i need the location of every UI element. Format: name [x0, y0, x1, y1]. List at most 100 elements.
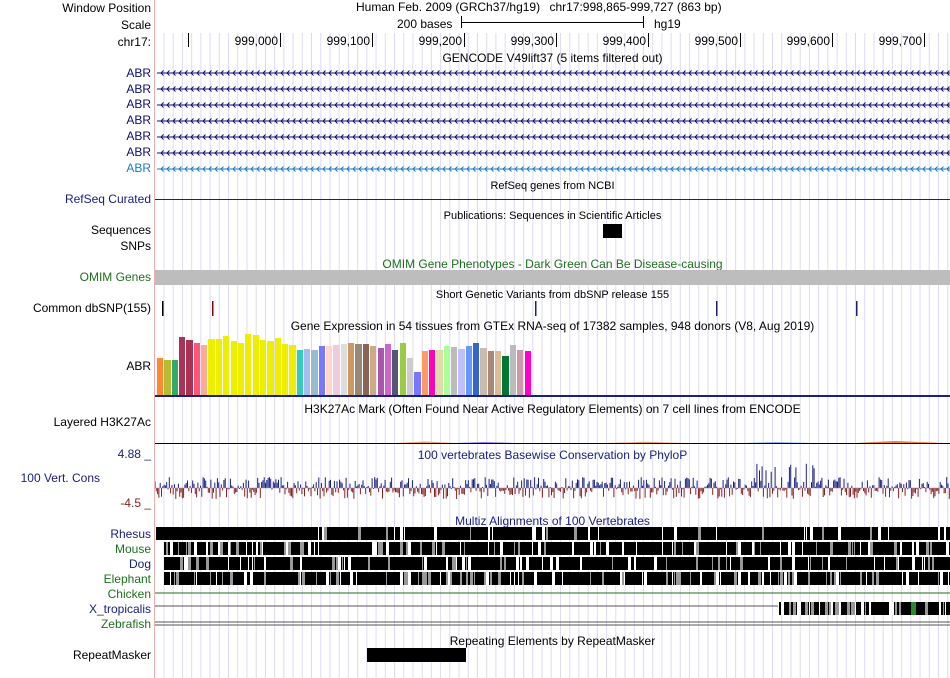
gtex-tissue-bar[interactable] — [377, 347, 384, 396]
gtex-tissue-bar[interactable] — [480, 347, 487, 396]
ruler-tick — [280, 33, 281, 47]
gencode-item-label[interactable]: ABR — [126, 82, 151, 96]
gtex-tissue-bar[interactable] — [201, 345, 208, 396]
gtex-tissue-bar[interactable] — [215, 338, 223, 396]
omim-gene-bar[interactable] — [155, 270, 950, 285]
phylop-ymin-label: -4.5 _ — [120, 496, 151, 510]
gtex-tissue-bar[interactable] — [237, 343, 245, 396]
gtex-tissue-bar[interactable] — [296, 349, 303, 396]
publications-sequences-label[interactable]: Sequences — [90, 223, 151, 237]
gtex-tissue-bar[interactable] — [164, 360, 171, 396]
gtex-tissue-bar[interactable] — [502, 355, 509, 396]
gencode-item-label[interactable]: ABR — [126, 129, 151, 143]
gtex-tissue-bar[interactable] — [186, 340, 193, 396]
gencode-item-label[interactable]: ABR — [126, 113, 151, 127]
gtex-tissue-bar[interactable] — [355, 343, 362, 396]
phylop-conservation-plot[interactable] — [155, 458, 950, 510]
gtex-tissue-bar[interactable] — [406, 357, 414, 396]
gencode-item-label[interactable]: ABR — [126, 97, 151, 111]
gencode-item-label[interactable]: ABR — [126, 66, 151, 80]
track-label-column: Window Position Scale chr17: ABR ABR ABR… — [0, 0, 155, 678]
h3k27ac-track-label[interactable]: Layered H3K27Ac — [53, 415, 151, 429]
gtex-tissue-bar[interactable] — [223, 336, 230, 396]
multiz-species-label[interactable]: Dog — [128, 557, 151, 571]
gtex-tissue-bar[interactable] — [326, 346, 333, 396]
phylop-track-label[interactable]: 100 Vert. Cons — [20, 471, 100, 485]
publication-sequence-match[interactable] — [603, 224, 622, 238]
gtex-tissue-bar[interactable] — [458, 348, 465, 396]
scale-bar-right-cap — [643, 16, 644, 28]
gtex-tissue-bar[interactable] — [318, 346, 325, 396]
gtex-tissue-bar[interactable] — [348, 342, 355, 396]
ruler-tick — [832, 33, 833, 47]
gtex-tissue-bar[interactable] — [451, 347, 458, 396]
multiz-species-label[interactable]: Zebrafish — [100, 617, 151, 631]
ruler-tick-label: 999,100 — [326, 34, 370, 48]
gtex-tissue-bar[interactable] — [384, 343, 392, 396]
dbsnp-variants[interactable] — [155, 300, 950, 316]
multiz-alignment-blocks[interactable] — [155, 526, 950, 630]
gtex-tissue-bar[interactable] — [370, 346, 377, 396]
gtex-tissue-bar[interactable] — [171, 360, 178, 396]
gtex-tissue-bar[interactable] — [509, 345, 517, 396]
gtex-tissue-bar[interactable] — [230, 341, 237, 396]
gtex-tissue-bar[interactable] — [428, 350, 436, 396]
gtex-tissue-bar[interactable] — [193, 343, 201, 396]
phylop-conserved-bars — [155, 463, 949, 488]
multiz-species-label[interactable]: Elephant — [103, 572, 151, 586]
gtex-tissue-bar[interactable] — [392, 349, 399, 396]
gtex-tissue-bar[interactable] — [333, 345, 340, 396]
gtex-tissue-bar[interactable] — [259, 340, 267, 396]
gtex-tissue-bar[interactable] — [421, 351, 428, 396]
gencode-item-label[interactable]: ABR — [126, 145, 151, 159]
track-image-area[interactable]: Human Feb. 2009 (GRCh37/hg19) chr17:998,… — [155, 0, 950, 678]
gtex-tissue-bar[interactable] — [524, 351, 531, 396]
gtex-tissue-bar[interactable] — [473, 342, 480, 396]
snp-variant-tick — [535, 301, 537, 316]
multiz-species-label[interactable]: Rhesus — [110, 527, 151, 541]
gtex-gene-label[interactable]: ABR — [126, 359, 151, 373]
dbsnp-track-label[interactable]: Common dbSNP(155) — [32, 301, 151, 315]
repeatmasker-track-label[interactable]: RepeatMasker — [72, 648, 151, 662]
gtex-tissue-bar[interactable] — [495, 351, 502, 396]
multiz-species-label[interactable]: Chicken — [107, 587, 151, 601]
ruler-tick-label: 999,000 — [234, 34, 278, 48]
multiz-species-label[interactable]: X_tropicalis — [88, 602, 151, 616]
base-position-ruler[interactable]: 999,000 999,100 999,200 999,300 999,400 999,5… — [155, 33, 950, 49]
gtex-tissue-bar[interactable] — [252, 335, 259, 396]
gtex-tissue-bar[interactable] — [208, 338, 215, 396]
gtex-tissue-bar[interactable] — [487, 350, 495, 396]
gtex-tissue-bar[interactable] — [517, 350, 524, 396]
gtex-tissue-bar[interactable] — [465, 346, 472, 396]
gtex-tissue-bar[interactable] — [157, 357, 164, 396]
gtex-tissue-bar[interactable] — [362, 343, 370, 396]
gencode-item-label[interactable]: ABR — [126, 161, 151, 175]
gtex-tissue-bar[interactable] — [414, 372, 421, 396]
refseq-gene-line[interactable] — [155, 199, 950, 200]
gtex-tissue-bar[interactable] — [340, 343, 348, 396]
omim-track-label[interactable]: OMIM Genes — [79, 270, 151, 284]
gtex-tissue-bar[interactable] — [274, 337, 281, 396]
gtex-tissue-bar[interactable] — [267, 341, 274, 396]
multiz-species-label[interactable]: Mouse — [114, 542, 151, 556]
gencode-transcript — [157, 70, 950, 76]
gtex-tissue-bar[interactable] — [436, 350, 443, 396]
gtex-expression-chart[interactable] — [155, 332, 555, 396]
phylop-track-title: 100 vertebrates Basewise Conservation by… — [417, 448, 688, 462]
gtex-tissue-bar[interactable] — [289, 345, 296, 396]
gtex-tissue-bar[interactable] — [443, 346, 450, 396]
gtex-tissue-bar[interactable] — [311, 350, 318, 396]
gencode-transcripts[interactable] — [155, 66, 950, 178]
gtex-track-title: Gene Expression in 54 tissues from GTEx … — [290, 319, 815, 333]
gtex-tissue-bar[interactable] — [304, 348, 311, 396]
refseq-track-label[interactable]: RefSeq Curated — [64, 192, 151, 206]
gtex-tissue-bar[interactable] — [245, 334, 252, 396]
repeat-element[interactable] — [367, 648, 466, 662]
gtex-tissue-bar[interactable] — [399, 342, 406, 396]
multiz-track-title: Multiz Alignments of 100 Vertebrates — [455, 514, 650, 528]
gencode-transcript — [157, 86, 950, 92]
gtex-tissue-bar[interactable] — [179, 337, 186, 396]
publications-snps-label[interactable]: SNPs — [120, 239, 151, 253]
gtex-tissue-bar[interactable] — [281, 343, 289, 396]
h3k27ac-signal[interactable] — [155, 436, 950, 446]
